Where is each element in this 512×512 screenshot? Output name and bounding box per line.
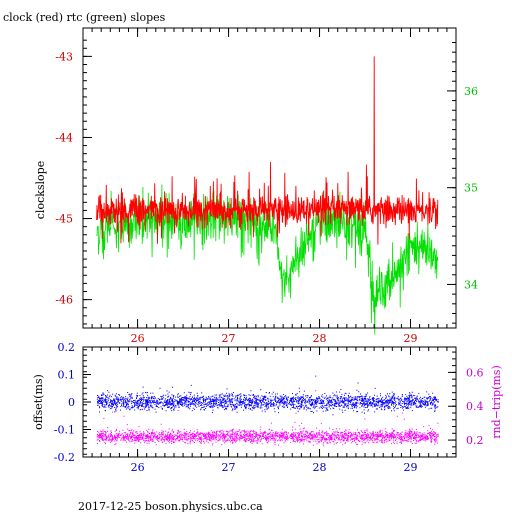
bottom-right-tick-label: 0.2 [466, 434, 484, 447]
bottom-left-tick-label: 0.1 [58, 369, 76, 382]
bottom-panel: 0.2 0.1 0 -0.1 -0.2 0.6 0.4 0.2 26 27 28 29 offset(m… [32, 341, 503, 474]
top-right-tick-label: 36 [464, 85, 478, 98]
bottom-right-axis-label: rnd−trip(ms) [490, 365, 503, 439]
top-right-tick-label: 35 [464, 182, 478, 195]
bottom-x-tick-label: 26 [131, 461, 145, 474]
bottom-x-tick-label: 27 [222, 461, 236, 474]
chart-title: clock (red) rtc (green) slopes [3, 11, 166, 24]
top-x-tick-label: 28 [313, 332, 327, 345]
offset-scatter-points [96, 375, 439, 416]
bottom-left-tick-label: -0.1 [54, 424, 75, 437]
bottom-x-tick-label: 29 [404, 461, 418, 474]
bottom-right-tick-label: 0.6 [466, 366, 484, 379]
top-x-tick-label: 29 [404, 332, 418, 345]
bottom-x-tick-label: 28 [313, 461, 327, 474]
rnd-trip-scatter-points [96, 390, 439, 447]
top-right-tick-label: 34 [464, 278, 478, 291]
bottom-y-axis-label: offset(ms) [32, 374, 45, 430]
top-left-tick-label: -44 [55, 131, 73, 144]
top-left-tick-label: -45 [55, 213, 73, 226]
top-y-axis-label: clockslope [34, 161, 47, 219]
clock-series-line [96, 56, 439, 245]
bottom-right-tick-label: 0.4 [466, 400, 484, 413]
top-left-tick-label: -46 [55, 294, 73, 307]
top-x-tick-label: 27 [222, 332, 236, 345]
bottom-left-tick-label: 0.2 [58, 341, 76, 354]
top-panel: -43 -44 -45 -46 34 35 36 26 27 28 29 clockslope [34, 27, 478, 345]
top-x-tick-label: 26 [131, 332, 145, 345]
top-left-tick-label: -43 [55, 50, 73, 63]
bottom-left-tick-label: 0 [68, 396, 75, 409]
footer-text: 2017-12-25 boson.physics.ubc.ca [78, 500, 263, 512]
bottom-left-tick-label: -0.2 [54, 451, 75, 464]
